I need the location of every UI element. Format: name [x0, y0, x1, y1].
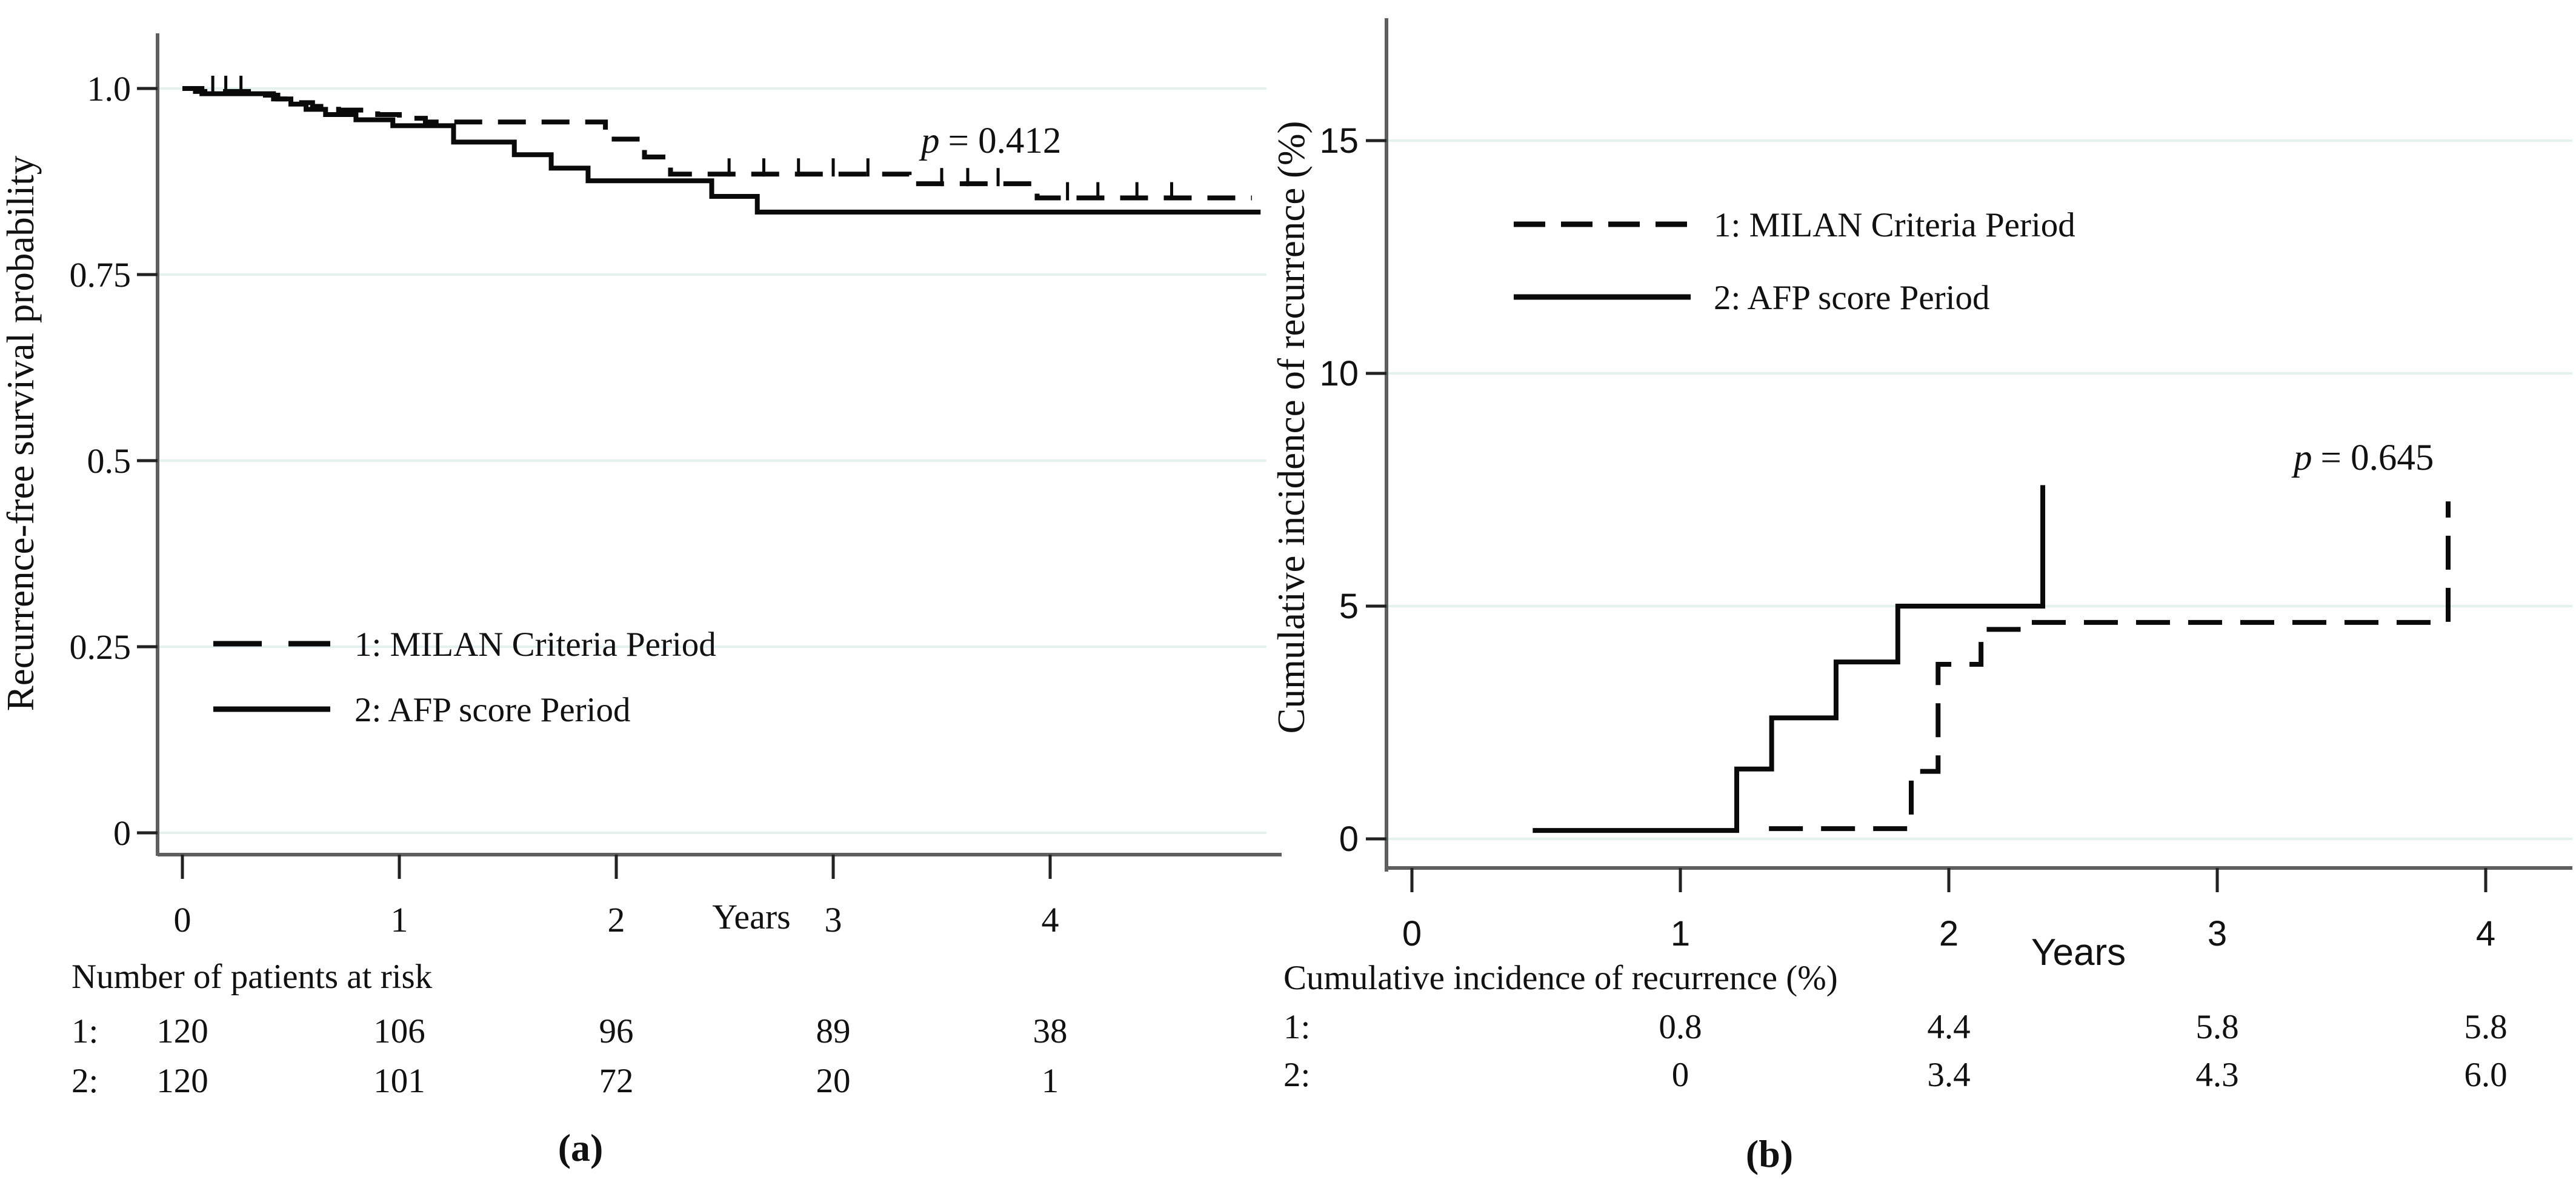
panel-a-legend: 1: MILAN Criteria Period 2: AFP score Pe… [213, 626, 716, 729]
panel-a-legend-label-milan: 1: MILAN Criteria Period [354, 626, 716, 664]
panel-b-legend-label-afp: 2: AFP score Period [1714, 279, 1989, 317]
y-tick-label: 0.25 [70, 627, 131, 667]
curve-afp-solid [182, 86, 1261, 215]
x-tick-label: 2 [608, 900, 625, 939]
y-tick-label: 0.5 [87, 441, 131, 481]
panel-b-caption: (b) [1746, 1132, 1793, 1175]
panel-b-x-axis-title: Years [2031, 932, 2126, 973]
x-tick-label: 4 [2476, 914, 2495, 953]
table-row-label: 2: [1283, 1056, 1310, 1094]
table-value: 4.3 [2195, 1056, 2238, 1094]
table-value: 4.4 [1927, 1008, 1970, 1046]
table-value: 5.8 [2464, 1008, 2507, 1046]
table-value: 96 [599, 1012, 634, 1050]
panel-b-legend: 1: MILAN Criteria Period 2: AFP score Pe… [1514, 206, 2075, 317]
table-value: 120 [156, 1012, 208, 1050]
panel-a: Recurrence-free survival probability Yea… [0, 121, 1061, 1169]
x-tick-label: 4 [1042, 900, 1059, 939]
y-tick-label: 10 [1319, 354, 1359, 393]
panel-a-legend-label-afp: 2: AFP score Period [354, 691, 630, 729]
panel-a-x-axis-title: Years [712, 897, 790, 936]
x-tick-label: 1 [1671, 914, 1690, 953]
y-tick-label: 5 [1339, 587, 1359, 626]
y-tick-label: 0.75 [70, 255, 131, 295]
table-value: 1 [1042, 1062, 1059, 1100]
table-value: 3.4 [1927, 1056, 1970, 1094]
x-tick-label: 3 [2208, 914, 2227, 953]
curve-milan-dashed [1769, 501, 2451, 832]
panel-b-incidence-table-title: Cumulative incidence of recurrence (%) [1283, 959, 1838, 997]
table-value: 0 [1672, 1056, 1689, 1094]
panel-b-p-value: p = 0.645 [2291, 438, 2434, 478]
x-tick-label: 0 [174, 900, 191, 939]
table-value: 0.8 [1659, 1008, 1702, 1046]
table-value: 38 [1033, 1012, 1068, 1050]
panel-b: Cumulative incidence of recurrence (%) Y… [1270, 121, 2434, 1175]
x-tick-label: 3 [825, 900, 842, 939]
panel-a-y-axis-title: Recurrence-free survival probability [0, 155, 42, 711]
x-tick-label: 0 [1402, 914, 1422, 953]
table-value: 89 [816, 1012, 851, 1050]
table-row-label: 2: [72, 1062, 98, 1100]
table-value: 120 [156, 1062, 208, 1100]
panel-b-y-axis-title: Cumulative incidence of recurrence (%) [1270, 121, 1313, 734]
y-tick-label: 0 [113, 813, 131, 853]
table-value: 6.0 [2464, 1056, 2507, 1094]
x-tick-label: 2 [1939, 914, 1959, 953]
curve-milan-dashed [182, 86, 1252, 201]
table-row-label: 1: [72, 1012, 98, 1050]
table-row-label: 1: [1283, 1008, 1310, 1046]
table-value: 5.8 [2195, 1008, 2238, 1046]
x-tick-label: 1 [391, 900, 408, 939]
table-value: 106 [373, 1012, 425, 1050]
table-value: 20 [816, 1062, 851, 1100]
y-tick-label: 0 [1339, 819, 1359, 859]
panel-a-caption: (a) [558, 1126, 604, 1169]
y-tick-label: 15 [1319, 121, 1359, 161]
panel-a-p-value: p = 0.412 [919, 121, 1061, 161]
y-tick-label: 1.0 [87, 69, 131, 108]
curve-afp-solid [1533, 485, 2046, 833]
table-value: 72 [599, 1062, 634, 1100]
panel-a-risk-table-title: Number of patients at risk [72, 958, 433, 996]
panel-b-legend-label-milan: 1: MILAN Criteria Period [1714, 206, 2075, 244]
table-value: 101 [373, 1062, 425, 1100]
